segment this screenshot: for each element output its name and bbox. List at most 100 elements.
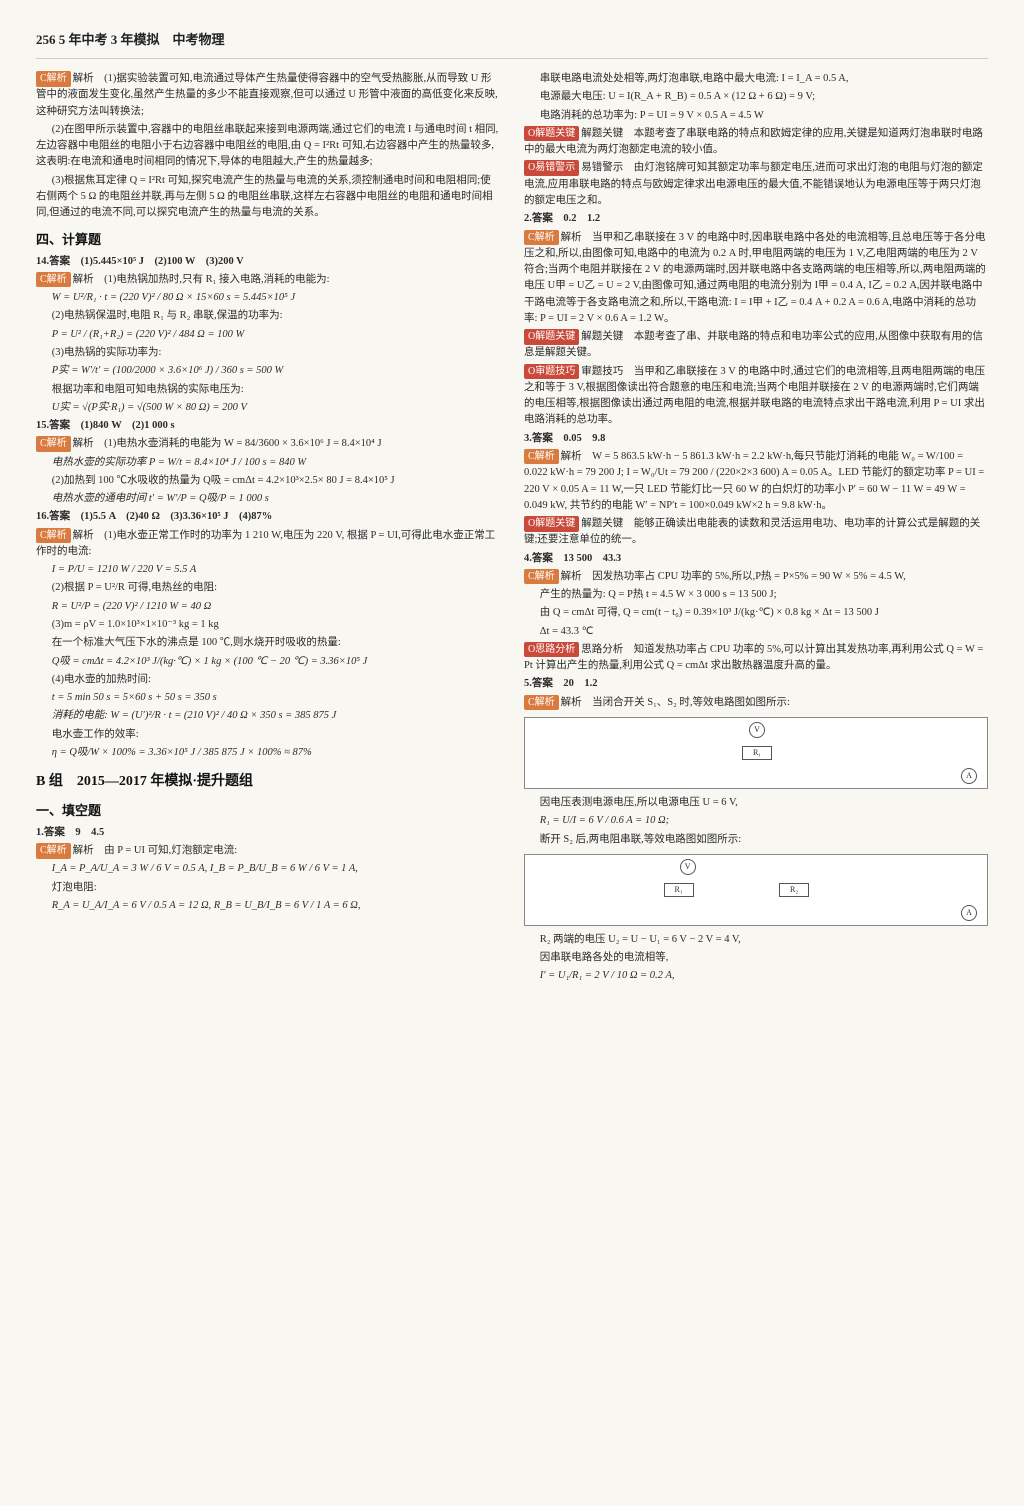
q5-analysis: C解析解析 当闭合开关 S₁、S₂ 时,等效电路图如图所示: xyxy=(524,695,988,711)
q15-text-2: (2)加热到 100 ℃水吸收的热量为 Q吸 = cmΔt = 4.2×10³×… xyxy=(36,473,500,489)
key-icon: O解题关键 xyxy=(524,516,579,532)
text: 1.答案 9 4.5 xyxy=(36,827,104,838)
text: 解析 W = 5 863.5 kW·h − 5 861.3 kW·h = 2.2… xyxy=(524,451,984,511)
section-heading-1: 一、填空题 xyxy=(36,801,500,821)
q2-analysis: C解析解析 当甲和乙串联接在 3 V 的电路中时,因串联电路中各处的电流相等,且… xyxy=(524,230,988,328)
ammeter-icon: A xyxy=(961,905,977,921)
q15-formula-2: 电热水壶的通电时间 t′ = W′/P = Q吸/P = 1 000 s xyxy=(36,491,500,507)
q4-answer: 4.答案 13 500 43.3 xyxy=(524,551,988,567)
q16-text-2: (2)根据 P = U²/R 可得,电热丝的电阻: xyxy=(36,580,500,596)
q14-formula-2: P = U² / (R₁+R₂) = (220 V)² / 484 Ω = 10… xyxy=(36,327,500,343)
key-icon: O解题关键 xyxy=(524,126,579,142)
q16-answer: 16.答案 (1)5.5 A (2)40 Ω (3)3.36×10⁵ J (4)… xyxy=(36,509,500,525)
b1-answer: 1.答案 9 4.5 xyxy=(36,825,500,841)
text: 15.答案 (1)840 W (2)1 000 s xyxy=(36,420,175,431)
r-key4: O审题技巧审题技巧 当甲和乙串联接在 3 V 的电路中时,通过它们的电流相等,且… xyxy=(524,364,988,429)
text: 5.答案 20 1.2 xyxy=(524,678,598,689)
text: 2.答案 0.2 1.2 xyxy=(524,213,600,224)
q16-text-6: 电水壶工作的效率: xyxy=(36,727,500,743)
key-icon: O解题关键 xyxy=(524,329,579,345)
q15-analysis: C解析解析 (1)电热水壶消耗的电能为 W = 84/3600 × 3.6×10… xyxy=(36,436,500,452)
q15-formula-1: 电热水壶的实际功率 P = W/t = 8.4×10⁴ J / 100 s = … xyxy=(36,455,500,471)
q16-analysis: C解析解析 (1)电水壶正常工作时的功率为 1 210 W,电压为 220 V,… xyxy=(36,528,500,561)
q14-answer: 14.答案 (1)5.445×10⁵ J (2)100 W (3)200 V xyxy=(36,254,500,270)
ammeter-icon: A xyxy=(961,768,977,784)
idea-icon: O思路分析 xyxy=(524,642,579,658)
r-key3: O解题关键解题关键 本题考查了串、并联电路的特点和电功率公式的应用,从图像中获取… xyxy=(524,329,988,362)
right-column: 串联电路电流处处相等,两灯泡串联,电路中最大电流: I = I_A = 0.5 … xyxy=(524,69,988,986)
r-key6: O思路分析思路分析 知道发热功率占 CPU 功率的 5%,可以计算出其发热功率,… xyxy=(524,642,988,675)
q14-formula-3: P实 = W′/t′ = (100/2000 × 3.6×10⁶ J) / 36… xyxy=(36,363,500,379)
tip-icon: O审题技巧 xyxy=(524,364,579,380)
warn-icon: O易错警示 xyxy=(524,160,579,176)
book-title: 5 年中考 3 年模拟 中考物理 xyxy=(59,32,225,47)
voltmeter-icon: V xyxy=(749,722,765,738)
text: 解析 (1)电热水壶消耗的电能为 W = 84/3600 × 3.6×10⁶ J… xyxy=(73,438,382,449)
para-analysis-2: (2)在图甲所示装置中,容器中的电阻丝串联起来接到电源两端,通过它们的电流 I … xyxy=(36,122,500,171)
text: 易错警示 由灯泡铭牌可知其额定功率与额定电压,进而可求出灯泡的电阻与灯泡的额定电… xyxy=(524,162,983,206)
q5-t2: 因电压表测电源电压,所以电源电压 U = 6 V, xyxy=(524,795,988,811)
q14-formula-4: U实 = √(P实·R₁) = √(500 W × 80 Ω) = 200 V xyxy=(36,400,500,416)
text: 思路分析 知道发热功率占 CPU 功率的 5%,可以计算出其发热功率,再利用公式… xyxy=(524,644,983,671)
q4-t2: 产生的热量为: Q = P热 t = 4.5 W × 3 000 s = 13 … xyxy=(524,587,988,603)
text: 解析 当甲和乙串联接在 3 V 的电路中时,因串联电路中各处的电流相等,且总电压… xyxy=(524,232,986,324)
r-key1: O解题关键解题关键 本题考查了串联电路的特点和欧姆定律的应用,关键是知道两灯泡串… xyxy=(524,126,988,159)
analysis-icon: C解析 xyxy=(36,272,71,288)
text: 解析 (1)电热锅加热时,只有 R₁ 接入电路,消耗的电能为: xyxy=(73,274,330,285)
q14-text-4: 根据功率和电阻可知电热锅的实际电压为: xyxy=(36,382,500,398)
b1-formula-1: I_A = P_A/U_A = 3 W / 6 V = 0.5 A, I_B =… xyxy=(36,861,500,877)
page: 256 5 年中考 3 年模拟 中考物理 C解析解析 (1)据实验装置可知,电流… xyxy=(0,0,1024,1506)
r-p3: 电路消耗的总功率为: P = UI = 9 V × 0.5 A = 4.5 W xyxy=(524,108,988,124)
text: 14.答案 (1)5.445×10⁵ J (2)100 W (3)200 V xyxy=(36,256,244,267)
q16-formula-6: η = Q吸/W × 100% = 3.36×10⁵ J / 385 875 J… xyxy=(36,745,500,761)
q14-formula-1: W = U²/R₁ · t = (220 V)² / 80 Ω × 15×60 … xyxy=(36,290,500,306)
group-b-heading: B 组 2015—2017 年模拟·提升题组 xyxy=(36,771,500,793)
text: 解析 (1)电水壶正常工作时的功率为 1 210 W,电压为 220 V, 根据… xyxy=(36,530,495,557)
q14-text-2: (2)电热锅保温时,电阻 R₁ 与 R₂ 串联,保温的功率为: xyxy=(36,308,500,324)
analysis-icon: C解析 xyxy=(524,569,559,585)
voltmeter-icon: V xyxy=(680,859,696,875)
q16-text-4: 在一个标准大气压下水的沸点是 100 ℃,则水烧开时吸收的热量: xyxy=(36,635,500,651)
q5-answer: 5.答案 20 1.2 xyxy=(524,676,988,692)
text: 3.答案 0.05 9.8 xyxy=(524,433,605,444)
page-number: 256 xyxy=(36,32,56,47)
q16-formula-5: 消耗的电能: W = (U′)²/R · t = (210 V)² / 40 Ω… xyxy=(36,708,500,724)
resistor-r1: R₁ xyxy=(664,883,694,897)
q14-text-3: (3)电热锅的实际功率为: xyxy=(36,345,500,361)
q5-f2: I′ = U₁/R₁ = 2 V / 10 Ω = 0.2 A, xyxy=(524,968,988,984)
circuit-diagram-2: V R₁ R₂ A xyxy=(524,854,988,926)
q16-text-5: (4)电水壶的加热时间: xyxy=(36,672,500,688)
r-key5: O解题关键解题关键 能够正确读出电能表的读数和灵活运用电功、电功率的计算公式是解… xyxy=(524,516,988,549)
analysis-icon: C解析 xyxy=(36,71,71,87)
q5-t4: R₂ 两端的电压 U₂ = U − U₁ = 6 V − 2 V = 4 V, xyxy=(524,932,988,948)
r-key2: O易错警示易错警示 由灯泡铭牌可知其额定功率与额定电压,进而可求出灯泡的电阻与灯… xyxy=(524,160,988,209)
resistor-r2: R₂ xyxy=(779,883,809,897)
q4-t3: 由 Q = cmΔt 可得, Q = cm(t − t₀) = 0.39×10³… xyxy=(524,605,988,621)
text: 解题关键 本题考查了串联电路的特点和欧姆定律的应用,关键是知道两灯泡串联时电路中… xyxy=(524,128,983,155)
text: 解析 因发热功率占 CPU 功率的 5%,所以,P热 = P×5% = 90 W… xyxy=(561,571,906,582)
para-analysis-3: (3)根据焦耳定律 Q = I²Rt 可知,探究电流产生的热量与电流的关系,须控… xyxy=(36,173,500,222)
para-analysis-1: C解析解析 (1)据实验装置可知,电流通过导体产生热量使得容器中的空气受热膨胀,… xyxy=(36,71,500,120)
text: 解析 当闭合开关 S₁、S₂ 时,等效电路图如图所示: xyxy=(561,697,790,708)
q3-answer: 3.答案 0.05 9.8 xyxy=(524,431,988,447)
analysis-icon: C解析 xyxy=(36,528,71,544)
analysis-icon: C解析 xyxy=(524,449,559,465)
q3-analysis: C解析解析 W = 5 863.5 kW·h − 5 861.3 kW·h = … xyxy=(524,449,988,514)
two-column-layout: C解析解析 (1)据实验装置可知,电流通过导体产生热量使得容器中的空气受热膨胀,… xyxy=(36,69,988,986)
q5-f1: R₁ = U/I = 6 V / 0.6 A = 10 Ω; xyxy=(524,813,988,829)
analysis-icon: C解析 xyxy=(36,843,71,859)
q5-t3: 断开 S₂ 后,两电阻串联,等效电路图如图所示: xyxy=(524,832,988,848)
q16-text-3: (3)m = ρV = 1.0×10³×1×10⁻³ kg = 1 kg xyxy=(36,617,500,633)
analysis-icon: C解析 xyxy=(524,695,559,711)
q2-answer: 2.答案 0.2 1.2 xyxy=(524,211,988,227)
text: 审题技巧 当甲和乙串联接在 3 V 的电路中时,通过它们的电流相等,且两电阻两端… xyxy=(524,366,985,426)
text: 解析 (1)据实验装置可知,电流通过导体产生热量使得容器中的空气受热膨胀,从而导… xyxy=(36,73,498,117)
text: 解题关键 本题考查了串、并联电路的特点和电功率公式的应用,从图像中获取有用的信息… xyxy=(524,331,983,358)
q16-formula-4: t = 5 min 50 s = 5×60 s + 50 s = 350 s xyxy=(36,690,500,706)
b1-text-2: 灯泡电阻: xyxy=(36,880,500,896)
r-p1: 串联电路电流处处相等,两灯泡串联,电路中最大电流: I = I_A = 0.5 … xyxy=(524,71,988,87)
q16-formula-2: R = U²/P = (220 V)² / 1210 W = 40 Ω xyxy=(36,599,500,615)
q4-analysis: C解析解析 因发热功率占 CPU 功率的 5%,所以,P热 = P×5% = 9… xyxy=(524,569,988,585)
q16-formula-1: I = P/U = 1210 W / 220 V = 5.5 A xyxy=(36,562,500,578)
page-header: 256 5 年中考 3 年模拟 中考物理 xyxy=(36,30,988,59)
